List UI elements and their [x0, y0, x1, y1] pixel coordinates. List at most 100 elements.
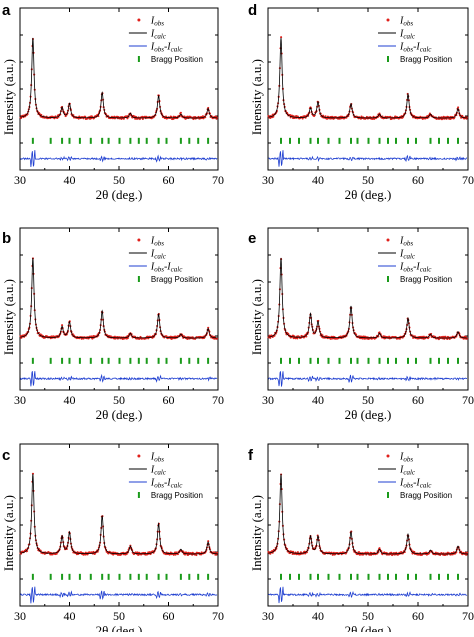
x-tick-label: 60: [412, 393, 424, 407]
obs-point: [446, 337, 449, 341]
obs-point: [61, 324, 64, 327]
diff-line: [268, 150, 468, 167]
obs-point: [437, 338, 440, 341]
panel-letter: f: [248, 447, 254, 464]
x-tick-label: 70: [212, 609, 224, 623]
obs-point: [216, 551, 219, 554]
diff-line: [20, 150, 218, 167]
plot-frame: [267, 227, 469, 391]
obs-point: [207, 326, 210, 329]
x-tick-label: 40: [64, 173, 76, 187]
x-tick-label: 70: [462, 609, 474, 623]
legend-calc-label: Icalc: [399, 29, 416, 41]
x-tick-label: 30: [14, 393, 26, 407]
x-tick-label: 40: [64, 609, 76, 623]
obs-point: [301, 117, 304, 120]
x-tick-label: 30: [262, 393, 274, 407]
calc-line: [268, 473, 468, 555]
y-axis-label: Intensity (a.u.): [1, 279, 16, 355]
obs-point: [141, 117, 144, 120]
x-tick-label: 50: [362, 173, 374, 187]
x-tick-label: 30: [262, 609, 274, 623]
legend-bragg-label: Bragg Position: [400, 55, 452, 64]
legend-calc-label: Icalc: [399, 249, 416, 261]
legend-calc-label: Icalc: [399, 465, 416, 477]
obs-point: [324, 115, 327, 118]
diff-line: [20, 586, 218, 604]
panel-letter: b: [2, 230, 11, 247]
obs-point: [378, 331, 381, 334]
legend-diff-label: Iobs-Icalc: [399, 42, 432, 54]
obs-point: [195, 554, 198, 557]
x-axis-label: 2θ (deg.): [345, 407, 392, 422]
x-tick-label: 70: [462, 393, 474, 407]
y-axis-label: Intensity (a.u.): [249, 59, 264, 135]
y-axis-label: Intensity (a.u.): [1, 495, 16, 571]
x-tick-label: 40: [312, 609, 324, 623]
obs-point: [134, 117, 137, 120]
obs-point: [413, 550, 416, 553]
calc-line: [268, 257, 468, 339]
legend-bragg-label: Bragg Position: [151, 55, 203, 64]
legend-obs-label: Iobs: [399, 236, 413, 248]
legend-obs-label: Iobs: [150, 236, 164, 248]
calc-line: [268, 37, 468, 119]
plot-frame: [267, 443, 469, 607]
legend-obs-marker: [137, 454, 141, 458]
x-tick-label: 40: [312, 393, 324, 407]
panel-b: b 30 40 50 60 70 2θ (deg.) Intensity (a.u.) Iobs…: [1, 227, 224, 422]
legend-obs-marker: [137, 18, 141, 22]
legend-diff-label: Iobs-Icalc: [150, 262, 183, 274]
obs-point: [398, 337, 401, 340]
legend-obs-marker: [386, 238, 390, 242]
obs-point: [179, 111, 182, 114]
obs-point: [338, 117, 341, 120]
x-tick-label: 30: [14, 173, 26, 187]
obs-point: [464, 335, 467, 338]
x-tick-label: 60: [163, 173, 175, 187]
obs-point: [378, 547, 381, 550]
plot-frame: [267, 7, 469, 171]
legend-bragg-label: Bragg Position: [400, 491, 452, 500]
obs-point: [361, 337, 364, 340]
legend-obs-label: Iobs: [399, 16, 413, 28]
legend-diff-label: Iobs-Icalc: [399, 478, 432, 490]
x-tick-label: 70: [462, 173, 474, 187]
plot-frame: [19, 227, 219, 391]
legend-bragg-label: Bragg Position: [151, 275, 203, 284]
x-tick-label: 50: [113, 609, 125, 623]
obs-point: [358, 551, 361, 554]
obs-point: [126, 117, 129, 120]
x-tick-label: 60: [163, 393, 175, 407]
panel-c: c 30 40 50 60 70 2θ (deg.) Intensity (a.u.) Iobs…: [1, 443, 224, 637]
obs-point: [296, 337, 299, 340]
obs-point: [326, 117, 329, 120]
obs-point: [389, 115, 392, 118]
legend-bragg-label: Bragg Position: [400, 275, 452, 284]
obs-point: [457, 106, 460, 109]
y-axis-label: Intensity (a.u.): [249, 279, 264, 355]
obs-point: [422, 335, 425, 338]
x-axis-label: 2θ (deg.): [345, 623, 392, 632]
obs-point: [280, 36, 283, 39]
plot-frame: [19, 7, 219, 171]
panel-letter: a: [2, 2, 11, 19]
legend-diff-label: Iobs-Icalc: [150, 42, 183, 54]
x-tick-label: 70: [212, 173, 224, 187]
obs-point: [296, 551, 299, 554]
diff-line: [20, 371, 218, 387]
x-tick-label: 50: [362, 609, 374, 623]
obs-point: [329, 337, 332, 340]
calc-line: [20, 257, 218, 339]
legend-diff-label: Iobs-Icalc: [399, 262, 432, 274]
plot-frame: [19, 443, 219, 607]
x-tick-label: 60: [412, 609, 424, 623]
legend-obs-marker: [386, 454, 390, 458]
